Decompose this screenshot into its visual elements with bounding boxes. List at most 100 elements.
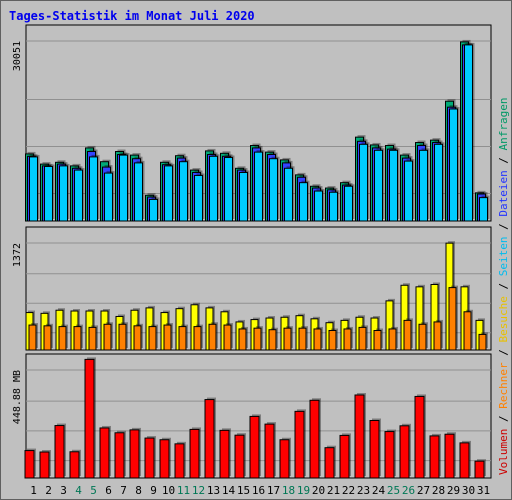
x-tick-label-day-13: 13 <box>207 484 220 497</box>
legend-separator: / <box>497 150 510 170</box>
bar-volumen-day-26 <box>399 425 410 479</box>
x-tick-label-day-20: 20 <box>312 484 325 497</box>
bar-volumen-day-10 <box>159 439 170 479</box>
bar-rechner-day-26 <box>403 319 412 351</box>
bar-rechner-day-6 <box>103 323 112 351</box>
bar-seiten-day-10 <box>164 165 173 222</box>
bar-rechner-day-31 <box>478 333 487 351</box>
panel-2: 1372 <box>12 226 492 351</box>
bar-rechner-day-2 <box>43 325 52 351</box>
bar-volumen-day-24 <box>369 419 380 479</box>
legend-separator: / <box>497 276 510 296</box>
bar-seiten-day-20 <box>314 190 323 222</box>
bar-rechner-day-3 <box>58 326 67 351</box>
x-tick-label-day-16: 16 <box>252 484 265 497</box>
bar-rechner-day-24 <box>373 330 382 351</box>
bar-seiten-day-27 <box>419 149 428 222</box>
bar-volumen-day-20 <box>309 399 320 479</box>
bar-seiten-day-8 <box>134 162 143 222</box>
bar-rechner-day-15 <box>238 328 247 351</box>
x-tick-label-day-27: 27 <box>417 484 430 497</box>
bar-rechner-day-22 <box>343 328 352 351</box>
x-tick-label-day-11: 11 <box>177 484 190 497</box>
bar-volumen-day-23 <box>354 394 365 479</box>
bar-seiten-day-9 <box>149 198 158 222</box>
bar-rechner-day-20 <box>313 328 322 351</box>
x-tick-label-day-14: 14 <box>222 484 236 497</box>
bar-volumen-day-3 <box>54 425 65 479</box>
x-tick-label-day-3: 3 <box>60 484 67 497</box>
bar-rechner-day-25 <box>388 328 397 351</box>
bar-volumen-day-14 <box>219 429 230 479</box>
bar-seiten-day-19 <box>299 182 308 222</box>
bar-volumen-day-27 <box>414 395 425 479</box>
bar-seiten-day-28 <box>434 143 443 222</box>
x-tick-label-day-2: 2 <box>45 484 52 497</box>
x-tick-label-day-28: 28 <box>432 484 445 497</box>
bar-volumen-day-6 <box>99 427 110 479</box>
legend-separator: / <box>497 343 510 363</box>
panel-2-ymax-label: 1372 <box>12 243 23 267</box>
bar-seiten-day-17 <box>269 158 278 222</box>
bar-rechner-day-14 <box>223 324 232 351</box>
x-tick-label-day-22: 22 <box>342 484 355 497</box>
bar-seiten-day-21 <box>329 191 338 222</box>
x-tick-label-day-31: 31 <box>477 484 490 497</box>
bar-rechner-day-5 <box>88 326 97 351</box>
bar-volumen-day-25 <box>384 431 395 479</box>
bar-volumen-day-11 <box>174 443 185 479</box>
bar-volumen-day-1 <box>24 450 35 479</box>
bar-volumen-day-8 <box>129 429 140 479</box>
bar-seiten-day-24 <box>374 149 383 222</box>
bar-rechner-day-17 <box>268 329 277 351</box>
panel-3-ymax-label: 448.88 MB <box>12 370 23 424</box>
bar-volumen-day-30 <box>459 442 470 479</box>
bar-rechner-day-7 <box>118 323 127 351</box>
bar-volumen-day-22 <box>339 434 350 479</box>
bar-rechner-day-19 <box>298 327 307 351</box>
bar-rechner-day-27 <box>418 323 427 351</box>
x-tick-label-day-24: 24 <box>372 484 386 497</box>
x-tick-label-day-26: 26 <box>402 484 415 497</box>
bar-seiten-day-7 <box>119 154 128 222</box>
bar-seiten-day-22 <box>344 185 353 222</box>
bar-rechner-day-4 <box>73 326 82 351</box>
panel-1-ymax-label: 30051 <box>12 41 23 71</box>
x-tick-label-day-30: 30 <box>462 484 475 497</box>
bar-rechner-day-9 <box>148 326 157 351</box>
bar-rechner-day-10 <box>163 324 172 351</box>
bar-seiten-day-4 <box>74 169 83 222</box>
bar-seiten-day-23 <box>359 143 368 222</box>
x-tick-label-day-25: 25 <box>387 484 400 497</box>
bar-rechner-day-12 <box>193 326 202 351</box>
legend-vertical: Volumen / Rechner / Besuche / Seiten / D… <box>497 97 510 475</box>
bar-volumen-day-9 <box>144 437 155 479</box>
bar-volumen-day-15 <box>234 434 245 479</box>
bar-seiten-day-6 <box>104 172 113 222</box>
bar-rechner-day-23 <box>358 326 367 351</box>
x-tick-label-day-8: 8 <box>135 484 142 497</box>
legend-item-seiten: Seiten <box>497 237 510 277</box>
bar-volumen-day-16 <box>249 415 260 479</box>
bar-rechner-day-21 <box>328 330 337 351</box>
legend-item-rechner: Rechner <box>497 362 510 409</box>
bar-seiten-day-16 <box>254 151 263 222</box>
bar-seiten-day-3 <box>59 165 68 222</box>
bar-volumen-day-2 <box>39 451 50 479</box>
panel-1: 30051 <box>12 24 492 222</box>
bar-volumen-day-21 <box>324 447 335 479</box>
x-tick-label-day-7: 7 <box>120 484 127 497</box>
bar-rechner-day-30 <box>463 311 472 351</box>
x-tick-label-day-17: 17 <box>267 484 280 497</box>
bar-rechner-day-1 <box>28 324 37 351</box>
bar-seiten-day-30 <box>464 44 473 222</box>
bar-seiten-day-2 <box>44 165 53 222</box>
bar-volumen-day-17 <box>264 423 275 479</box>
x-tick-label-day-21: 21 <box>327 484 340 497</box>
x-tick-label-day-1: 1 <box>30 484 37 497</box>
bar-seiten-day-25 <box>389 149 398 222</box>
bar-volumen-day-28 <box>429 435 440 479</box>
bar-volumen-day-29 <box>444 433 455 479</box>
bar-rechner-day-11 <box>178 326 187 351</box>
